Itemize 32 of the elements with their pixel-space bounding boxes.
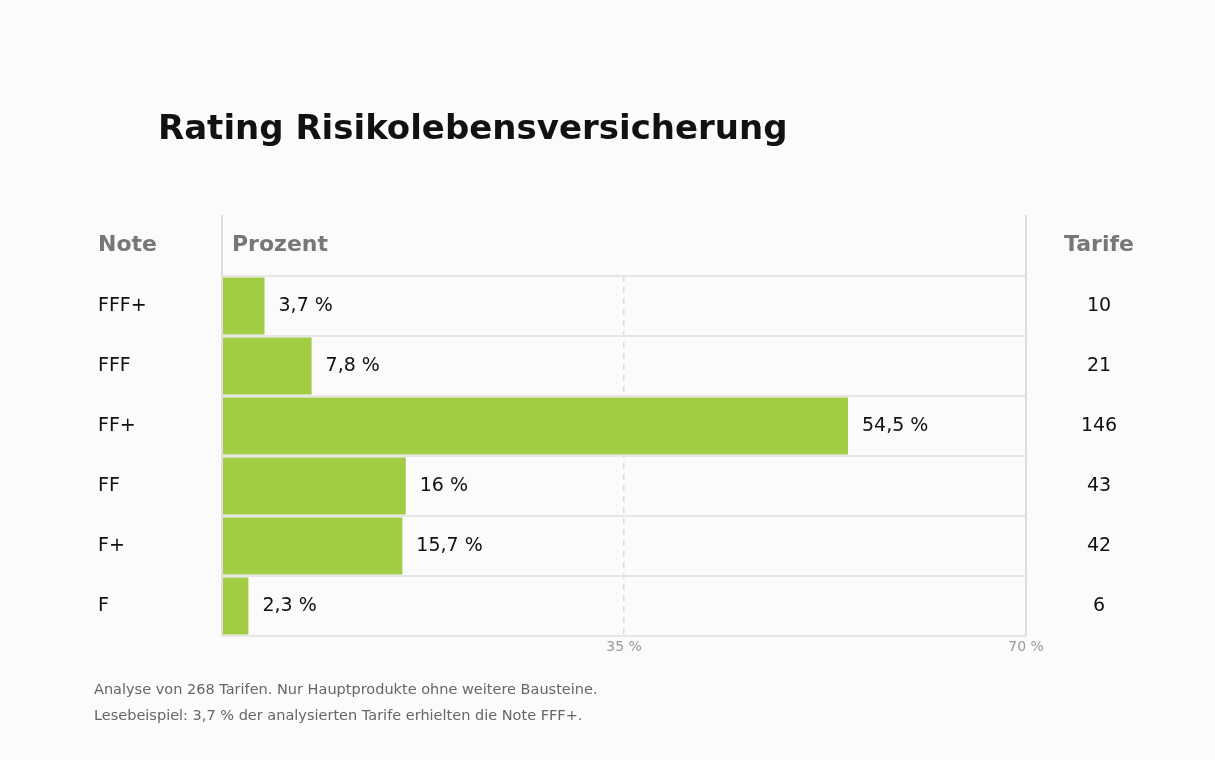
y2-tick-label: 42 (1086, 532, 1112, 555)
y-tick-label: F+ (98, 532, 125, 555)
text: Analyse von 268 Tarifen. Nur Hauptprodukte ohne weitere Bausteine. (94, 680, 598, 697)
y2-tick-label: 146 (1080, 412, 1118, 435)
y2-tick-label: 10 (1086, 292, 1112, 315)
bar (222, 577, 249, 635)
y-tick-label: FF+ (98, 412, 136, 435)
y-axis-title: Note (98, 230, 157, 256)
bar (222, 277, 265, 335)
data-label: 7,8 % (325, 352, 380, 375)
y-tick-label: FF (98, 472, 120, 495)
y-tick-label: FFF (98, 352, 131, 375)
y-tick-label: FFF+ (98, 292, 147, 315)
chart-title: Rating Risikolebensversicherung (158, 106, 788, 147)
x-axis-title: Prozent (232, 230, 329, 256)
text: Lesebeispiel: 3,7 % der analysierten Tarife erhielten die Note FFF+. (94, 706, 583, 723)
y2-tick-label: 43 (1086, 472, 1112, 495)
y2-axis-title: Tarife (1064, 230, 1134, 256)
data-label: 3,7 % (278, 292, 333, 315)
x-tick-label: 70 % (1008, 638, 1044, 655)
bar (222, 337, 312, 395)
bar (222, 457, 406, 515)
data-label: 54,5 % (861, 412, 929, 435)
bar (222, 397, 848, 455)
data-label: 16 % (419, 472, 469, 495)
bar (222, 517, 403, 575)
y-tick-label: F (98, 592, 109, 615)
data-label: 15,7 % (416, 532, 483, 555)
y2-tick-label: 21 (1086, 352, 1112, 375)
data-label: 2,3 % (262, 592, 317, 615)
x-tick-label: 35 % (606, 638, 642, 655)
y2-tick-label: 6 (1092, 592, 1106, 615)
